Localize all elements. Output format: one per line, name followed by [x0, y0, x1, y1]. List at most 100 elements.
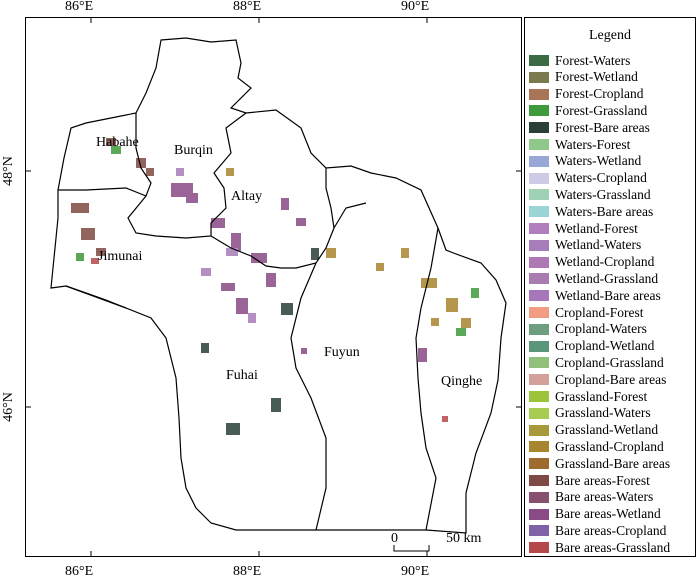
legend-panel: Legend Forest-Waters Forest-Wetland Forest… [524, 17, 696, 557]
legend-label: Waters-Cropland [555, 170, 647, 186]
region-label-fuhai: Fuhai [226, 368, 258, 383]
legend-label: Wetland-Forest [555, 220, 638, 236]
legend-label: Waters-Forest [555, 136, 631, 152]
legend-item: Waters-Forest [529, 136, 630, 153]
legend-swatch [529, 172, 549, 184]
scale-bar: 0 50 km [391, 531, 482, 552]
tick-marks [26, 18, 521, 556]
legend-label: Grassland-Bare areas [555, 455, 671, 471]
lon-tick-bottom-88: 88°E [233, 564, 262, 579]
legend-swatch [529, 223, 549, 234]
lon-tick-top-90: 90°E [401, 0, 430, 14]
lon-tick-top-88: 88°E [233, 0, 262, 14]
legend-swatch [529, 256, 549, 268]
legend-label: Cropland-Grassland [555, 354, 664, 370]
region-label-jimunai: Jimunai [98, 249, 142, 264]
legend-label: Bare areas-Wetland [555, 506, 661, 522]
burqin-boundary [127, 112, 247, 239]
legend-swatch [529, 508, 549, 520]
legend-label: Grassland-Waters [555, 405, 651, 421]
legend-label: Bare areas-Cropland [555, 522, 667, 538]
lon-tick-bottom-90: 90°E [401, 564, 430, 579]
region-label-fuyun: Fuyun [324, 345, 360, 360]
legend-swatch [529, 340, 549, 352]
legend-item: Forest-Wetland [529, 69, 638, 86]
region-label-burqin: Burqin [174, 143, 213, 158]
legend-item: Bare areas-Grassland [529, 539, 670, 556]
legend-item: Bare areas-Forest [529, 472, 650, 489]
legend-label: Forest-Waters [555, 52, 631, 68]
legend-item: Grassland-Wetland [529, 422, 658, 439]
legend-swatch [529, 458, 549, 470]
legend-swatch [529, 542, 549, 554]
legend-label: Wetland-Cropland [555, 254, 655, 270]
region-label-habahe: Habahe [96, 135, 139, 150]
legend-item: Wetland-Grassland [529, 270, 658, 287]
map-svg: Habahe Burqin Altay Jimunai Fuhai Fuyun … [26, 18, 521, 556]
legend-swatch [529, 71, 549, 83]
legend-item: Wetland-Bare areas [529, 287, 661, 304]
legend-swatch [529, 105, 549, 117]
legend-swatch [529, 391, 549, 402]
legend-label: Forest-Wetland [555, 69, 638, 85]
map-frame: Habahe Burqin Altay Jimunai Fuhai Fuyun … [25, 17, 522, 557]
legend-swatch [529, 88, 549, 100]
fuyun-inner-line [333, 202, 367, 229]
legend-item: Forest-Waters [529, 52, 630, 69]
lon-tick-bottom-86: 86°E [65, 564, 94, 579]
legend-swatch [529, 424, 549, 436]
legend-swatch [529, 122, 549, 134]
legend-swatch [529, 475, 549, 486]
legend-swatch [529, 273, 549, 285]
legend-swatch [529, 525, 549, 537]
legend-item: Wetland-Cropland [529, 254, 654, 271]
region-label-qinghe: Qinghe [441, 374, 482, 389]
legend-swatch [529, 189, 549, 201]
legend-label: Waters-Wetland [555, 153, 642, 169]
legend-swatch [529, 206, 549, 218]
legend-item: Bare areas-Cropland [529, 522, 666, 539]
legend-label: Wetland-Bare areas [555, 287, 661, 303]
legend-item: Grassland-Cropland [529, 438, 664, 455]
legend-label: Grassland-Forest [555, 388, 648, 404]
legend-item: Grassland-Forest [529, 388, 647, 405]
legend-item: Waters-Grassland [529, 186, 651, 203]
legend-item: Forest-Bare areas [529, 119, 650, 136]
lat-tick-46: 46°N [0, 392, 16, 422]
legend-swatch [529, 441, 549, 453]
change-patches [71, 138, 479, 435]
legend-label: Cropland-Bare areas [555, 371, 667, 387]
legend-swatch [529, 307, 549, 318]
legend-label: Forest-Bare areas [555, 119, 650, 135]
legend-swatch [529, 357, 549, 369]
legend-item: Forest-Grassland [529, 102, 647, 119]
legend-swatch [529, 155, 549, 167]
legend-label: Bare areas-Waters [555, 489, 654, 505]
region-label-altay: Altay [231, 189, 262, 204]
altay-boundary [210, 168, 335, 269]
legend-item: Bare areas-Waters [529, 489, 653, 506]
legend-swatch [529, 239, 549, 251]
legend-item: Wetland-Waters [529, 237, 641, 254]
legend-item: Cropland-Grassland [529, 354, 664, 371]
legend-swatch [529, 55, 549, 66]
legend-label: Cropland-Wetland [555, 338, 655, 354]
legend-swatch [529, 374, 549, 386]
scale-bar-start: 0 [391, 531, 398, 546]
legend-swatch [529, 139, 549, 150]
legend-item: Forest-Cropland [529, 86, 644, 103]
legend-item: Cropland-Waters [529, 321, 647, 338]
lat-tick-48: 48°N [0, 156, 16, 186]
legend-label: Wetland-Grassland [555, 270, 659, 286]
legend-item: Waters-Bare areas [529, 203, 653, 220]
legend-label: Bare areas-Forest [555, 472, 650, 488]
legend-swatch [529, 323, 549, 335]
legend-label: Cropland-Forest [555, 304, 644, 320]
legend-label: Forest-Grassland [555, 102, 648, 118]
legend-label: Waters-Grassland [555, 186, 651, 202]
legend-item: Waters-Cropland [529, 170, 647, 187]
legend-item: Grassland-Bare areas [529, 455, 670, 472]
legend-label: Bare areas-Grassland [555, 539, 671, 555]
legend-label: Grassland-Cropland [555, 438, 664, 454]
legend-item: Bare areas-Wetland [529, 506, 661, 523]
